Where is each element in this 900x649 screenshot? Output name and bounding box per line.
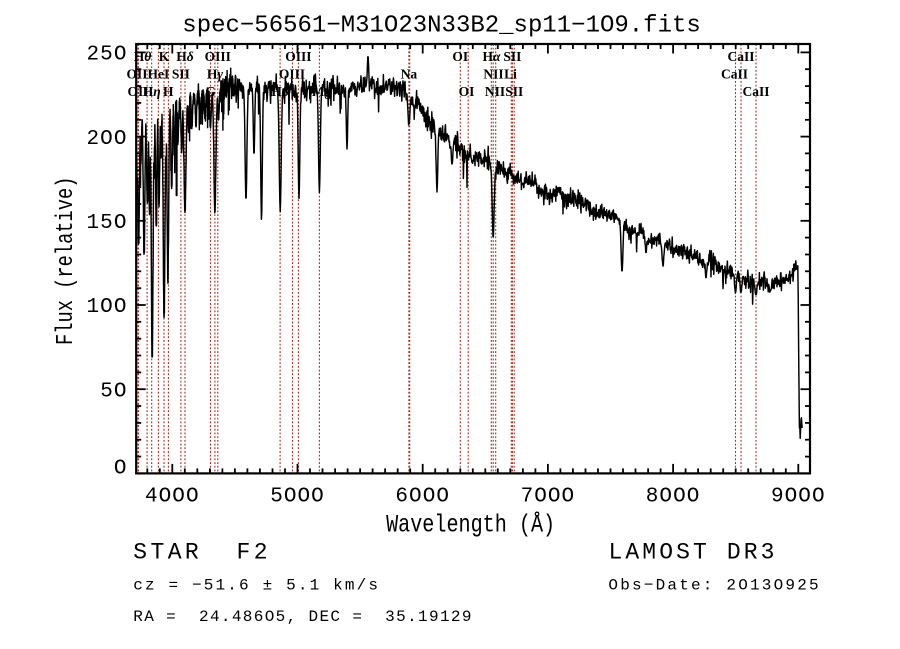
svg-text:5O: 5O: [100, 380, 127, 403]
svg-text:Wavelength (Å): Wavelength (Å): [386, 511, 555, 540]
svg-text:Hη: Hη: [143, 84, 161, 99]
svg-text:OI: OI: [452, 49, 468, 64]
svg-text:7OOO: 7OOO: [521, 486, 576, 509]
svg-text:OI: OI: [459, 84, 475, 99]
svg-text:SII: SII: [172, 66, 190, 81]
svg-text:5OOO: 5OOO: [270, 486, 325, 509]
svg-text:K: K: [159, 49, 170, 64]
svg-text:Hα: Hα: [483, 49, 502, 64]
svg-text:6OOO: 6OOO: [395, 486, 450, 509]
svg-text:O: O: [114, 458, 128, 481]
svg-text:4OOO: 4OOO: [145, 486, 200, 509]
svg-text:8OOO: 8OOO: [646, 486, 701, 509]
svg-text:15O: 15O: [87, 212, 128, 235]
svg-text:2OO: 2OO: [87, 128, 128, 151]
svg-text:Hγ: Hγ: [207, 66, 224, 81]
svg-text:cz = −51.6 ± 5.1 km/s: cz = −51.6 ± 5.1 km/s: [133, 577, 380, 595]
svg-text:CaII: CaII: [727, 49, 754, 64]
svg-text:G: G: [205, 84, 216, 99]
svg-text:OII: OII: [127, 84, 148, 99]
svg-text:CaII: CaII: [721, 66, 748, 81]
svg-text:HeI: HeI: [148, 66, 170, 81]
svg-text:Na: Na: [401, 66, 418, 81]
svg-text:9OOO: 9OOO: [771, 486, 826, 509]
svg-text:Hδ: Hδ: [176, 49, 194, 64]
svg-text:OIII: OIII: [285, 49, 311, 64]
svg-text:LAMOST DR3: LAMOST DR3: [609, 540, 778, 566]
svg-text:Flux (relative): Flux (relative): [53, 177, 80, 345]
svg-text:CaII: CaII: [742, 84, 769, 99]
svg-text:Li: Li: [504, 66, 517, 81]
svg-text:Obs−Date: 2O13O925: Obs−Date: 2O13O925: [608, 577, 820, 595]
svg-text:STAR F2: STAR F2: [133, 540, 271, 566]
svg-text:SII: SII: [503, 49, 521, 64]
svg-text:SII: SII: [505, 84, 523, 99]
svg-text:NII: NII: [483, 66, 503, 81]
svg-text:OIII: OIII: [205, 49, 231, 64]
svg-text:RA = 24.486O5, DEC = 35.1912: RA = 24.486O5, DEC = 35.19129: [133, 608, 473, 626]
svg-text:25O: 25O: [87, 44, 128, 67]
svg-text:spec−56561−M31O23N33B2_sp11−1O: spec−56561−M31O23N33B2_sp11−1O9.fits: [182, 13, 700, 40]
svg-text:NII: NII: [485, 84, 505, 99]
svg-text:1OO: 1OO: [87, 296, 128, 319]
svg-text:H: H: [163, 84, 174, 99]
